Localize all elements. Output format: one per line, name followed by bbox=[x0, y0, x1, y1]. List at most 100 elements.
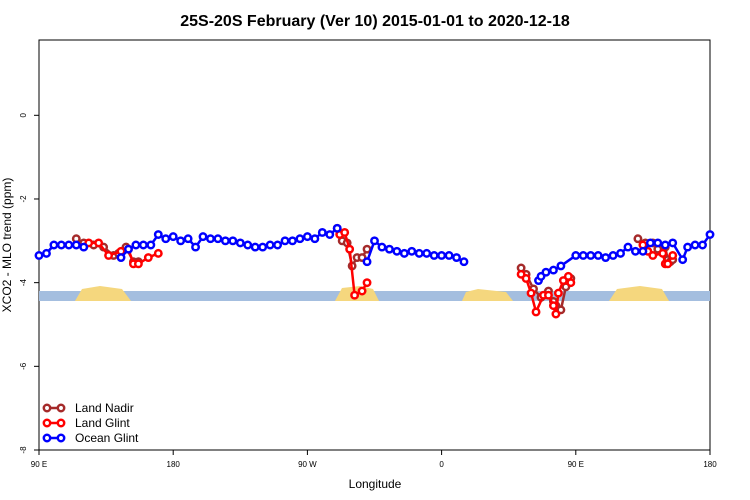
data-point bbox=[407, 246, 417, 256]
data-point bbox=[332, 223, 342, 233]
data-point bbox=[608, 251, 618, 260]
data-point bbox=[295, 234, 305, 244]
data-point bbox=[42, 248, 51, 258]
data-point bbox=[444, 251, 454, 260]
data-point bbox=[350, 290, 360, 300]
legend-label: Land Nadir bbox=[75, 401, 134, 415]
data-point bbox=[161, 234, 171, 244]
data-point bbox=[370, 236, 379, 246]
data-point bbox=[146, 240, 156, 250]
data-point bbox=[633, 234, 643, 244]
data-point bbox=[668, 238, 678, 248]
x-tick-label: 90 E bbox=[568, 460, 584, 469]
data-point bbox=[566, 278, 576, 288]
data-point bbox=[660, 240, 670, 250]
data-point bbox=[325, 230, 335, 239]
data-point bbox=[521, 274, 531, 283]
series-land-glint bbox=[84, 227, 678, 319]
data-point bbox=[138, 240, 148, 250]
data-point bbox=[678, 255, 688, 265]
data-point bbox=[131, 240, 141, 250]
data-point bbox=[317, 227, 327, 237]
axis-ticks: 90 E 180 90 W 0 90 E 180 0 -2 -4 -6 -8 bbox=[19, 113, 717, 469]
legend-marker bbox=[42, 403, 52, 413]
data-point bbox=[124, 244, 133, 254]
data-point bbox=[548, 265, 558, 275]
x-axis-title: Longitude bbox=[349, 477, 402, 491]
data-point bbox=[153, 248, 163, 258]
data-point bbox=[176, 236, 186, 246]
data-point bbox=[578, 251, 588, 260]
data-point bbox=[392, 246, 402, 256]
data-point bbox=[526, 288, 536, 298]
data-point bbox=[362, 244, 372, 254]
data-point bbox=[541, 267, 551, 277]
data-point bbox=[133, 259, 143, 269]
data-point bbox=[437, 251, 447, 260]
data-point bbox=[49, 240, 59, 250]
data-point bbox=[658, 248, 668, 258]
data-point bbox=[623, 242, 633, 252]
land-band bbox=[462, 289, 513, 301]
data-point bbox=[399, 248, 409, 258]
legend-marker bbox=[56, 418, 66, 428]
data-point bbox=[531, 307, 541, 317]
data-point bbox=[273, 240, 283, 250]
data-point bbox=[206, 234, 215, 244]
data-point bbox=[302, 232, 312, 242]
data-point bbox=[235, 238, 245, 248]
legend-item: Ocean Glint bbox=[42, 431, 139, 445]
x-tick-label: 90 W bbox=[298, 460, 317, 469]
legend-marker bbox=[42, 433, 52, 443]
data-point bbox=[414, 248, 424, 258]
data-point bbox=[228, 236, 238, 246]
data-point bbox=[593, 251, 603, 260]
data-point bbox=[616, 248, 625, 258]
data-point bbox=[586, 251, 596, 260]
data-point bbox=[258, 242, 268, 252]
data-point bbox=[183, 234, 193, 244]
data-point bbox=[653, 238, 663, 248]
data-point bbox=[94, 238, 104, 248]
data-point bbox=[288, 236, 297, 246]
series-ocean-glint bbox=[34, 223, 715, 286]
land-band bbox=[609, 286, 669, 301]
data-point bbox=[571, 251, 581, 260]
data-point bbox=[553, 288, 563, 298]
data-point bbox=[198, 232, 208, 242]
data-point bbox=[265, 240, 275, 250]
data-point bbox=[213, 234, 223, 244]
data-point bbox=[663, 259, 673, 269]
data-point bbox=[698, 240, 707, 250]
data-point bbox=[452, 253, 461, 263]
y-axis-title: XCO2 - MLO trend (ppm) bbox=[0, 178, 14, 313]
data-point bbox=[116, 253, 126, 263]
data-point bbox=[683, 242, 693, 252]
data-point bbox=[191, 242, 201, 252]
data-point bbox=[357, 286, 367, 296]
data-point bbox=[705, 230, 715, 239]
data-point bbox=[551, 309, 561, 319]
data-point bbox=[556, 261, 566, 271]
land-ocean-band bbox=[39, 286, 710, 301]
data-point bbox=[362, 278, 372, 288]
y-tick-label: -8 bbox=[19, 446, 28, 454]
chart-title: 25S-20S February (Ver 10) 2015-01-01 to … bbox=[180, 13, 570, 30]
data-point bbox=[56, 240, 66, 250]
data-point bbox=[384, 244, 394, 254]
legend-item: Land Nadir bbox=[42, 401, 134, 415]
data-point bbox=[422, 248, 432, 258]
data-point bbox=[544, 290, 553, 300]
y-tick-label: -6 bbox=[19, 362, 28, 370]
data-point bbox=[630, 246, 640, 256]
data-point bbox=[250, 242, 260, 252]
legend-marker bbox=[56, 403, 66, 413]
data-point bbox=[548, 301, 558, 311]
legend-marker bbox=[56, 433, 66, 443]
data-point bbox=[377, 242, 387, 252]
series-layer bbox=[34, 223, 715, 319]
data-point bbox=[340, 227, 350, 237]
data-point bbox=[104, 251, 114, 260]
data-point bbox=[34, 251, 44, 260]
x-tick-label: 90 E bbox=[31, 460, 47, 469]
